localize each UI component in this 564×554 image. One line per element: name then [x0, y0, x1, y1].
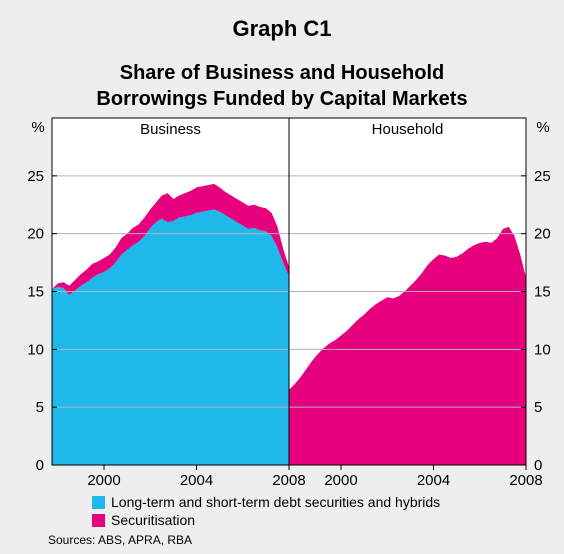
business-panel-label: Business	[140, 121, 201, 138]
household-securitisation-area	[289, 226, 526, 465]
y-tick-label-right-25: 25	[534, 168, 551, 185]
y-tick-label-left-5: 5	[36, 399, 44, 416]
chart-title-line-2: Borrowings Funded by Capital Markets	[96, 88, 468, 110]
y-tick-label-left-20: 20	[27, 226, 44, 243]
y-tick-label-left-25: 25	[27, 168, 44, 185]
legend-item-securitisation: Securitisation	[92, 512, 195, 528]
y-tick-label-left-0: 0	[36, 457, 44, 474]
y-unit-right: %	[536, 119, 549, 136]
household-panel-label: Household	[372, 121, 444, 138]
source-note: Sources: ABS, APRA, RBA	[48, 533, 193, 547]
household-x-tick-label-2004: 2004	[417, 472, 450, 489]
household-x-tick-label-2000: 2000	[324, 472, 357, 489]
graph-label: Graph C1	[232, 16, 332, 41]
business-x-tick-label-2004: 2004	[180, 472, 213, 489]
business-debt-securities-area	[52, 209, 289, 465]
y-tick-label-left-10: 10	[27, 341, 44, 358]
y-tick-label-right-0: 0	[534, 457, 542, 474]
y-unit-left: %	[31, 119, 44, 136]
y-tick-label-right-5: 5	[534, 399, 542, 416]
legend-label-securitisation: Securitisation	[111, 512, 196, 528]
business-x-tick-label-2008: 2008	[272, 472, 305, 489]
business-securitisation-area	[52, 183, 289, 295]
chart-title-line-1: Share of Business and Household	[119, 62, 445, 84]
business-x-tick-label-2000: 2000	[87, 472, 120, 489]
legend-label-debt-securities: Long-term and short-term debt securities…	[111, 494, 441, 510]
y-tick-label-right-15: 15	[534, 284, 551, 301]
y-tick-label-left-15: 15	[27, 284, 44, 301]
household-x-tick-label-2008: 2008	[509, 472, 542, 489]
legend-item-debt-securities: Long-term and short-term debt securities…	[92, 494, 440, 510]
legend-swatch-debt-securities	[92, 495, 105, 509]
y-tick-label-right-10: 10	[534, 341, 551, 358]
legend-swatch-securitisation	[92, 513, 105, 527]
y-tick-label-right-20: 20	[534, 226, 551, 243]
